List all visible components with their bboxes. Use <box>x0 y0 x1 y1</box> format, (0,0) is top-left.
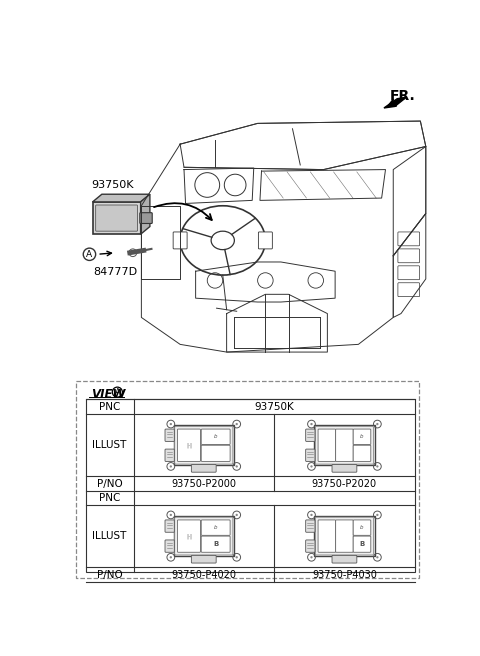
FancyBboxPatch shape <box>165 429 174 441</box>
FancyBboxPatch shape <box>140 213 152 224</box>
FancyBboxPatch shape <box>258 232 272 249</box>
FancyBboxPatch shape <box>398 232 420 246</box>
FancyBboxPatch shape <box>353 520 371 535</box>
Text: B: B <box>360 541 365 547</box>
Text: 93750-P4020: 93750-P4020 <box>171 569 236 580</box>
FancyBboxPatch shape <box>353 536 371 552</box>
FancyBboxPatch shape <box>306 540 315 552</box>
FancyBboxPatch shape <box>93 202 141 234</box>
FancyBboxPatch shape <box>332 464 357 472</box>
Text: 93750K: 93750K <box>91 180 133 190</box>
FancyBboxPatch shape <box>175 517 233 555</box>
Text: P/NO: P/NO <box>97 479 122 489</box>
FancyBboxPatch shape <box>306 520 315 532</box>
Circle shape <box>376 556 379 558</box>
Circle shape <box>169 514 172 516</box>
FancyBboxPatch shape <box>173 232 187 249</box>
Text: P/NO: P/NO <box>97 569 122 580</box>
FancyBboxPatch shape <box>315 517 373 555</box>
FancyBboxPatch shape <box>178 520 201 552</box>
FancyBboxPatch shape <box>398 249 420 263</box>
Circle shape <box>236 556 238 558</box>
Text: b: b <box>214 434 217 440</box>
FancyBboxPatch shape <box>318 429 336 461</box>
Text: PNC: PNC <box>99 401 120 412</box>
Polygon shape <box>93 194 150 202</box>
FancyBboxPatch shape <box>314 425 375 465</box>
FancyBboxPatch shape <box>174 425 234 465</box>
FancyBboxPatch shape <box>75 380 419 578</box>
FancyBboxPatch shape <box>398 266 420 279</box>
Bar <box>85 399 415 572</box>
Circle shape <box>311 465 312 468</box>
Text: A: A <box>114 388 120 397</box>
FancyBboxPatch shape <box>306 429 315 441</box>
Circle shape <box>169 423 172 425</box>
Circle shape <box>311 514 312 516</box>
FancyBboxPatch shape <box>192 464 216 472</box>
FancyBboxPatch shape <box>175 426 233 464</box>
FancyBboxPatch shape <box>165 540 174 552</box>
Text: 84777D: 84777D <box>94 268 138 277</box>
FancyBboxPatch shape <box>201 445 230 461</box>
Text: b: b <box>360 434 364 440</box>
FancyBboxPatch shape <box>201 429 230 445</box>
FancyBboxPatch shape <box>353 445 371 461</box>
Text: PNC: PNC <box>99 493 120 503</box>
FancyBboxPatch shape <box>314 516 375 556</box>
FancyBboxPatch shape <box>165 520 174 532</box>
Circle shape <box>376 465 379 468</box>
Text: 93750-P2020: 93750-P2020 <box>312 479 377 489</box>
Circle shape <box>169 556 172 558</box>
Circle shape <box>236 514 238 516</box>
Text: |-|: |-| <box>186 443 192 448</box>
Text: FR.: FR. <box>389 89 415 104</box>
Text: b: b <box>214 525 217 530</box>
FancyBboxPatch shape <box>332 556 357 563</box>
Text: |-|: |-| <box>186 533 192 539</box>
Circle shape <box>236 423 238 425</box>
Text: ILLUST: ILLUST <box>93 440 127 450</box>
Text: ILLUST: ILLUST <box>93 531 127 541</box>
Circle shape <box>376 423 379 425</box>
FancyBboxPatch shape <box>165 449 174 461</box>
FancyBboxPatch shape <box>318 520 336 552</box>
FancyBboxPatch shape <box>178 429 201 461</box>
Circle shape <box>169 465 172 468</box>
Circle shape <box>311 556 312 558</box>
FancyBboxPatch shape <box>201 536 230 552</box>
FancyBboxPatch shape <box>398 283 420 297</box>
Text: b: b <box>360 525 364 530</box>
Text: 93750-P4030: 93750-P4030 <box>312 569 377 580</box>
Polygon shape <box>384 97 407 108</box>
FancyBboxPatch shape <box>201 520 230 535</box>
FancyBboxPatch shape <box>306 449 315 461</box>
FancyBboxPatch shape <box>353 429 371 445</box>
Circle shape <box>236 465 238 468</box>
FancyBboxPatch shape <box>315 426 373 464</box>
Circle shape <box>311 423 312 425</box>
Text: 93750-P2000: 93750-P2000 <box>171 479 236 489</box>
Text: VIEW: VIEW <box>91 388 125 401</box>
Polygon shape <box>141 194 150 234</box>
Text: B: B <box>213 541 218 547</box>
FancyBboxPatch shape <box>336 520 353 552</box>
FancyBboxPatch shape <box>336 429 353 461</box>
FancyBboxPatch shape <box>174 516 234 556</box>
Text: 93750K: 93750K <box>254 401 294 412</box>
Text: A: A <box>86 250 93 258</box>
Circle shape <box>376 514 379 516</box>
FancyBboxPatch shape <box>96 205 137 231</box>
FancyBboxPatch shape <box>192 556 216 563</box>
